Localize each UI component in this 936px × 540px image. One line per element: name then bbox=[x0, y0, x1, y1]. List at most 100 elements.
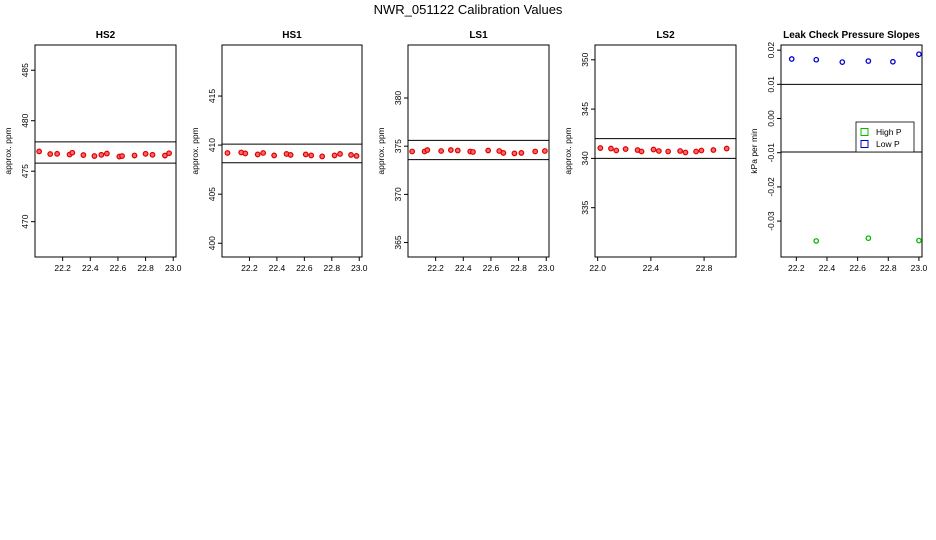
x-tick-label: 22.8 bbox=[510, 263, 527, 273]
y-axis-label: kPa per min bbox=[749, 128, 759, 174]
plot-frame bbox=[594, 44, 737, 258]
y-tick-label: 480 bbox=[20, 113, 30, 127]
data-point bbox=[454, 147, 461, 154]
data-point bbox=[271, 152, 278, 159]
chart-panel-1: HS2 22.2 22.4 22.6 22.8 23.0 470 475 480 485 appro… bbox=[3, 30, 182, 273]
data-point bbox=[54, 150, 61, 157]
data-point-low-p bbox=[865, 58, 872, 64]
data-point bbox=[224, 150, 231, 156]
legend-label: High P bbox=[876, 127, 902, 137]
data-point-low-p bbox=[916, 51, 922, 58]
y-tick-label: 340 bbox=[580, 151, 590, 165]
y-axis-label: approx. ppm bbox=[190, 127, 200, 174]
chart-panels: HS2 22.2 22.4 22.6 22.8 23.0 470 475 480 485 appro… bbox=[3, 30, 927, 273]
legend-swatch bbox=[860, 140, 869, 148]
data-point bbox=[149, 151, 156, 158]
x-tick-label: 22.2 bbox=[241, 263, 258, 273]
legend-label: Low P bbox=[876, 139, 900, 149]
x-tick-label: 22.8 bbox=[880, 263, 897, 273]
chart-panel-2: HS1 22.2 22.4 22.6 22.8 23.0 400 405 410 415 appro… bbox=[190, 30, 368, 273]
data-point bbox=[409, 148, 416, 155]
data-point-high-p bbox=[813, 238, 820, 244]
data-point bbox=[69, 149, 76, 156]
data-point bbox=[470, 149, 476, 155]
data-point bbox=[597, 145, 604, 151]
x-tick-label: 23.0 bbox=[165, 263, 182, 273]
data-point bbox=[103, 150, 110, 157]
data-point bbox=[91, 153, 98, 159]
y-tick-label: 0.02 bbox=[766, 42, 776, 59]
x-tick-label: 22.4 bbox=[82, 263, 99, 273]
y-tick-label: 375 bbox=[393, 139, 403, 153]
x-tick-label: 23.0 bbox=[911, 263, 928, 273]
y-tick-label: 345 bbox=[580, 102, 590, 116]
data-point bbox=[319, 153, 326, 160]
data-point bbox=[166, 150, 172, 157]
y-axis-label: approx. ppm bbox=[563, 127, 573, 174]
data-point bbox=[254, 151, 261, 158]
data-point bbox=[677, 148, 684, 154]
data-point bbox=[287, 152, 294, 158]
y-tick-label: 0.01 bbox=[766, 76, 776, 93]
data-point bbox=[638, 148, 645, 155]
y-axis-label: approx. ppm bbox=[376, 127, 386, 174]
plot-frame bbox=[407, 44, 550, 258]
chart-panel-3: LS1 22.2 22.4 22.6 22.8 23.0 365 370 375 380 appro… bbox=[376, 30, 555, 273]
data-point bbox=[337, 151, 343, 157]
y-tick-label: -0.03 bbox=[766, 211, 776, 231]
x-tick-label: 22.6 bbox=[849, 263, 866, 273]
x-tick-label: 22.4 bbox=[455, 263, 472, 273]
data-point bbox=[119, 153, 125, 159]
data-point bbox=[682, 149, 689, 156]
y-tick-label: 335 bbox=[580, 200, 590, 214]
panel-title: LS2 bbox=[656, 30, 675, 41]
data-point bbox=[500, 150, 507, 156]
data-point bbox=[511, 150, 518, 157]
figure-title: NWR_051122 Calibration Values bbox=[374, 2, 563, 17]
y-tick-label: 415 bbox=[207, 89, 217, 103]
data-point bbox=[47, 151, 54, 157]
chart-panel-4: LS2 22.0 22.4 22.8 335 340 345 350 approx. ppm bbox=[563, 30, 737, 273]
data-point bbox=[438, 148, 445, 154]
data-point bbox=[665, 148, 672, 155]
y-tick-label: 410 bbox=[207, 138, 217, 152]
x-tick-label: 22.2 bbox=[427, 263, 444, 273]
plot-frame bbox=[221, 44, 363, 258]
data-point bbox=[162, 152, 168, 159]
y-tick-label: 350 bbox=[580, 52, 590, 66]
y-tick-label: 380 bbox=[393, 91, 403, 105]
data-point bbox=[723, 145, 730, 152]
legend: High P Low P bbox=[855, 121, 915, 153]
y-tick-label: 470 bbox=[20, 214, 30, 228]
data-point bbox=[622, 146, 629, 152]
panel-title: HS1 bbox=[282, 30, 302, 41]
data-point bbox=[424, 147, 431, 153]
x-tick-label: 22.6 bbox=[296, 263, 313, 273]
data-point bbox=[532, 148, 539, 155]
data-point bbox=[447, 147, 454, 153]
plot-frame bbox=[34, 44, 177, 258]
legend-box bbox=[855, 121, 915, 153]
y-tick-label: 400 bbox=[207, 236, 217, 250]
y-tick-label: -0.01 bbox=[766, 143, 776, 163]
data-point bbox=[518, 150, 525, 156]
panel-title: HS2 bbox=[96, 30, 116, 41]
data-point bbox=[131, 152, 138, 159]
data-point bbox=[142, 150, 149, 157]
x-tick-label: 22.2 bbox=[54, 263, 71, 273]
data-point bbox=[541, 148, 548, 154]
x-tick-label: 22.6 bbox=[483, 263, 500, 273]
x-tick-label: 22.2 bbox=[788, 263, 805, 273]
data-point bbox=[36, 148, 43, 155]
data-point bbox=[655, 148, 662, 154]
data-point bbox=[353, 153, 360, 159]
data-point bbox=[485, 147, 492, 154]
data-point bbox=[98, 151, 105, 158]
legend-swatch bbox=[860, 128, 869, 136]
y-tick-label: 485 bbox=[20, 63, 30, 77]
data-point-high-p bbox=[865, 235, 872, 242]
data-point bbox=[308, 152, 315, 159]
x-tick-label: 22.8 bbox=[696, 263, 713, 273]
data-point bbox=[348, 152, 354, 158]
